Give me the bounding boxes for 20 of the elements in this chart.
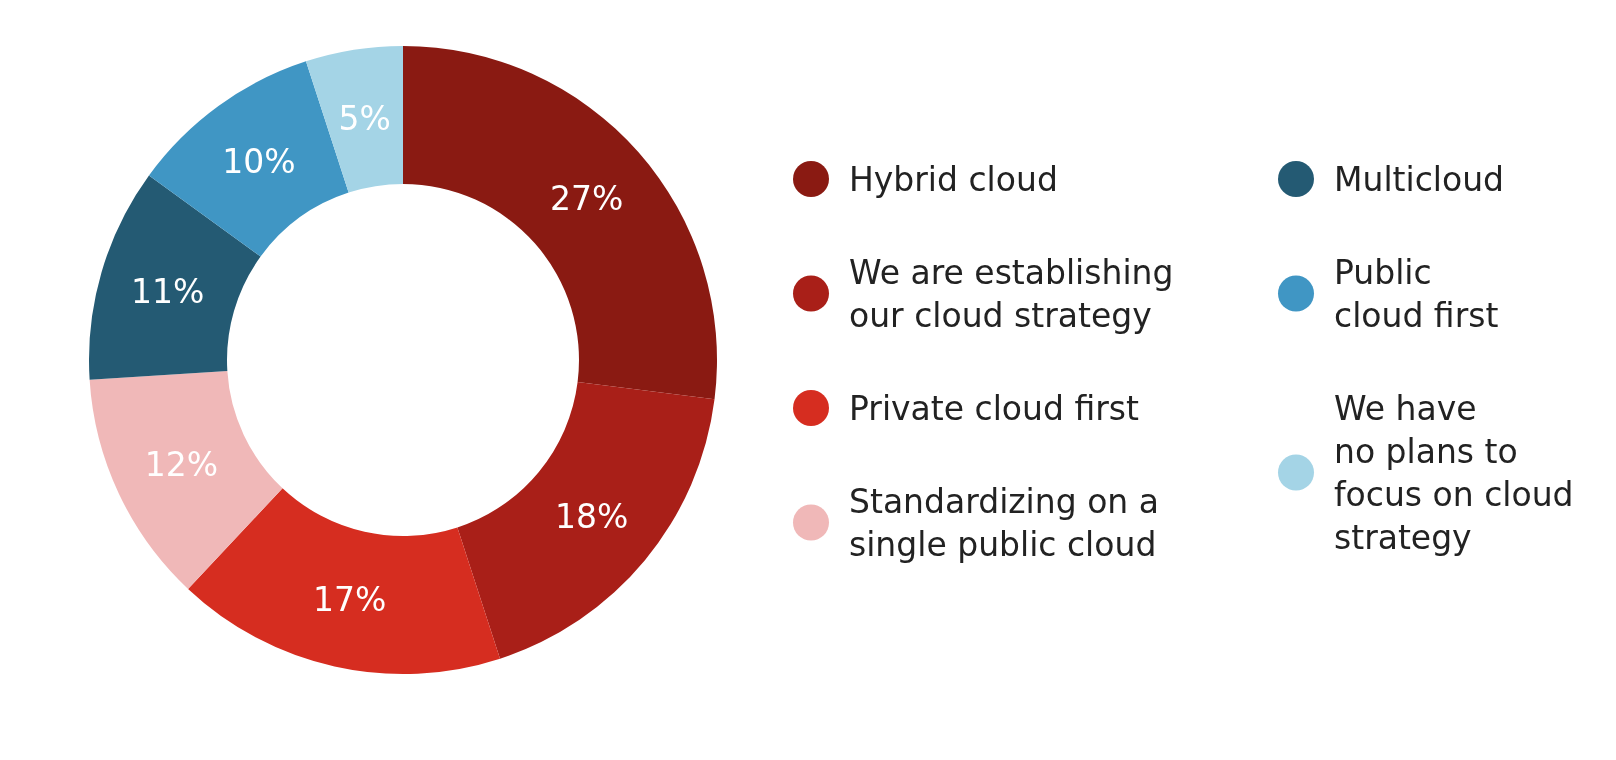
- donut-slice: [188, 488, 501, 674]
- donut-slice: [403, 46, 717, 400]
- legend-label: Hybrid cloud: [849, 159, 1058, 199]
- donut-slice: [305, 46, 403, 193]
- donut-slice: [89, 175, 261, 380]
- legend-label: We are establishing our cloud strategy: [849, 252, 1174, 335]
- data-label: 18%: [555, 496, 629, 536]
- data-label: 12%: [144, 444, 218, 484]
- legend-label: We have no plans to focus on cloud strategy: [1334, 388, 1574, 557]
- legend-label: Multicloud: [1334, 159, 1505, 199]
- legend-label: Private cloud first: [849, 388, 1139, 428]
- donut-slice: [89, 371, 283, 589]
- data-label: 5%: [338, 98, 391, 138]
- data-label: 27%: [550, 178, 624, 218]
- legend-label: Standardizing on a single public cloud: [849, 481, 1159, 564]
- data-label: 17%: [312, 579, 387, 619]
- data-label: 10%: [222, 142, 296, 182]
- data-label: 11%: [131, 272, 205, 312]
- legend-label: Public cloud first: [1334, 252, 1499, 335]
- donut-slice: [457, 382, 715, 659]
